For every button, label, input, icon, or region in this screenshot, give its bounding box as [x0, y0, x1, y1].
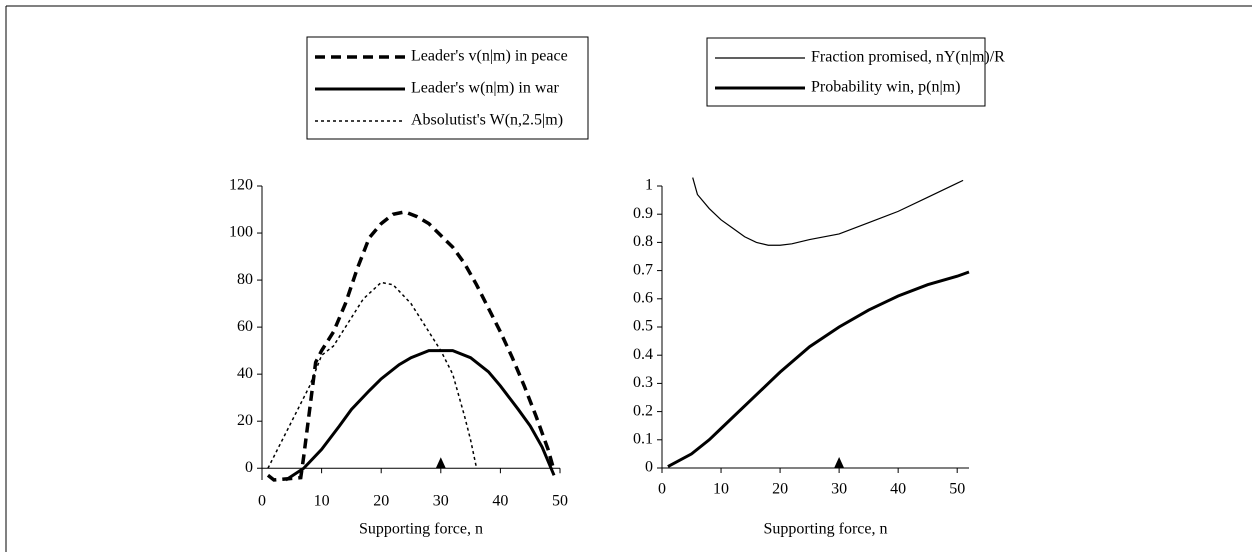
legend-label: Probability win, p(n|m) [811, 79, 960, 96]
series-line [267, 281, 478, 469]
x-tick-label: 50 [949, 481, 965, 498]
legend-label: Fraction promised, nY(n|m)/R [811, 49, 1005, 66]
x-tick-label: 20 [772, 481, 788, 498]
x-tick-label: 30 [433, 493, 449, 510]
y-tick-label: 0.2 [633, 402, 653, 419]
x-axis-label: Supporting force, n [359, 521, 483, 538]
y-tick-label: 0 [245, 459, 253, 476]
x-tick-label: 50 [552, 493, 568, 510]
y-tick-label: 60 [237, 318, 253, 335]
y-tick-label: 80 [237, 271, 253, 288]
y-tick-label: 0.8 [633, 233, 653, 250]
legend-label: Leader's w(n|m) in war [411, 80, 559, 97]
y-tick-label: 100 [229, 224, 253, 241]
legend-box [706, 37, 986, 107]
series-line [692, 177, 964, 246]
marker [435, 457, 446, 469]
y-tick-label: 1 [645, 177, 653, 194]
y-tick-label: 0 [645, 459, 653, 476]
x-tick-label: 40 [492, 493, 508, 510]
y-tick-label: 40 [237, 365, 253, 382]
x-tick-label: 10 [314, 493, 330, 510]
y-tick-label: 0.9 [633, 205, 653, 222]
y-tick-label: 0.6 [633, 289, 653, 306]
y-tick-label: 0.1 [633, 430, 653, 447]
x-tick-label: 30 [831, 481, 847, 498]
marker [834, 457, 845, 468]
x-tick-label: 20 [373, 493, 389, 510]
x-tick-label: 10 [713, 481, 729, 498]
y-tick-label: 120 [229, 177, 253, 194]
x-axis-label: Supporting force, n [764, 521, 888, 538]
y-tick-label: 0.7 [633, 261, 653, 278]
series-line [667, 270, 970, 468]
series-line [266, 210, 556, 482]
x-tick-label: 0 [658, 481, 666, 498]
y-tick-label: 20 [237, 412, 253, 429]
y-tick-label: 0.4 [633, 346, 653, 363]
legend-label: Leader's v(n|m) in peace [411, 48, 568, 65]
y-tick-label: 0.5 [633, 318, 653, 335]
x-tick-label: 40 [890, 481, 906, 498]
x-tick-label: 0 [258, 493, 266, 510]
series-line [285, 349, 556, 482]
y-tick-label: 0.3 [633, 374, 653, 391]
legend-label: Absolutist's W(n,2.5|m) [411, 112, 563, 129]
